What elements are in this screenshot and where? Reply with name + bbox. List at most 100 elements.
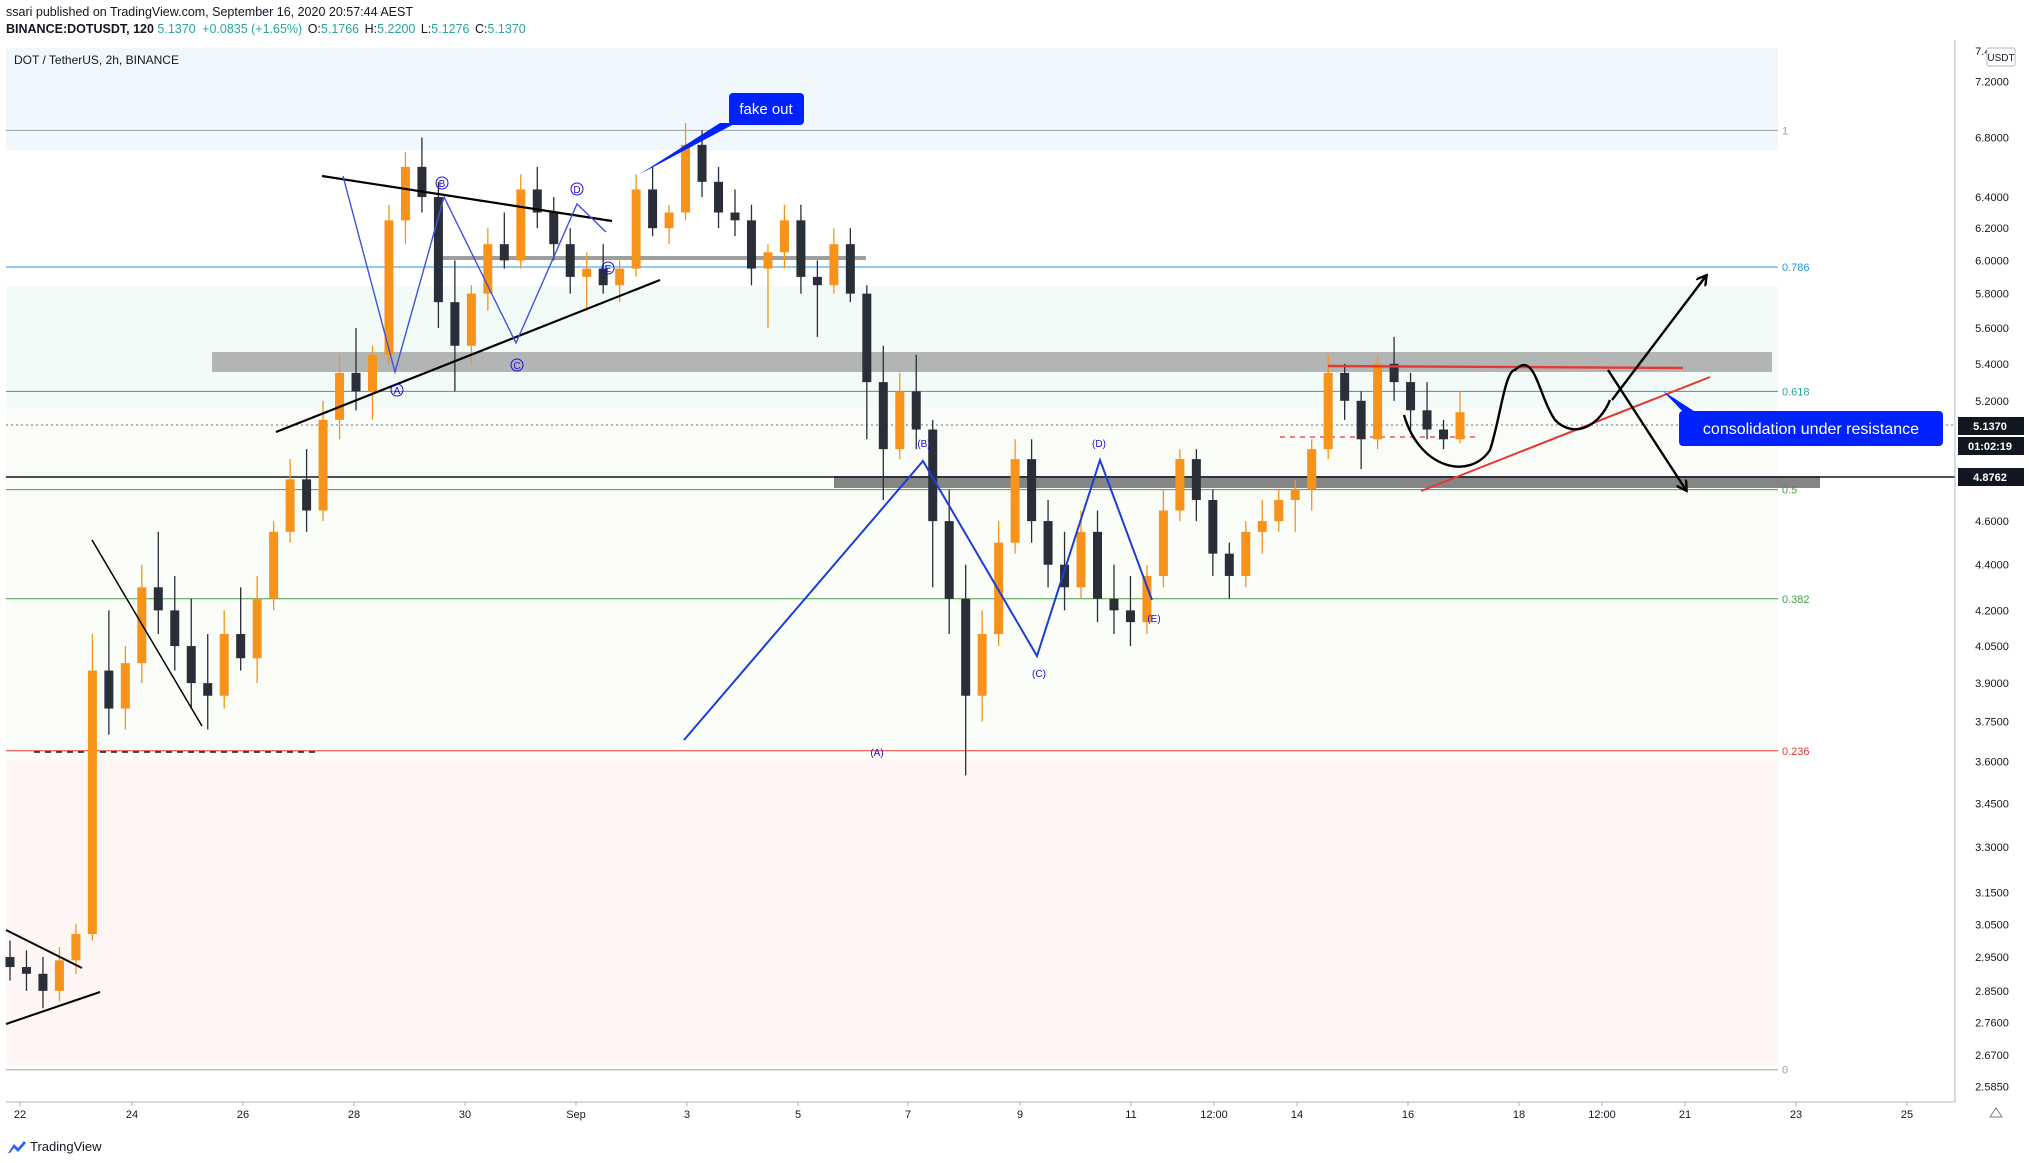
pane-title: DOT / TetherUS, 2h, BINANCE [14, 53, 179, 67]
consolidation-pointer [1663, 391, 1700, 415]
candle-body [203, 683, 213, 696]
time-tick: 12:00 [1200, 1109, 1228, 1121]
wave-abcde-lower[interactable] [683, 456, 1153, 741]
trendlines[interactable] [5, 174, 661, 1025]
tradingview-brand: TradingView [30, 1139, 102, 1154]
price-tick: 6.2000 [1975, 223, 2009, 235]
candle-body [1010, 459, 1020, 543]
last-price-tag-label: 5.1370 [1973, 421, 2007, 433]
wave-labels: A B C D E (A) (B) (C) (D) (E) [390, 176, 1161, 759]
pennant-upper-line[interactable] [5, 929, 83, 969]
candle-body [895, 391, 905, 450]
price-tick: 4.4000 [1975, 560, 2009, 572]
projection-down-arrow[interactable] [1606, 369, 1686, 490]
candle-body [730, 212, 740, 221]
open-value: 5.1766 [320, 22, 360, 36]
candle-body [1373, 363, 1383, 440]
wave-pa-label: (A) [870, 748, 883, 759]
price-tick: 2.6700 [1975, 1050, 2009, 1062]
countdown-tag-label: 01:02:19 [1968, 441, 2012, 453]
candle-body [1455, 412, 1465, 440]
candle-body [1439, 429, 1449, 440]
candle-body [1158, 510, 1168, 576]
candle-body [565, 244, 575, 277]
time-tick: 11 [1125, 1109, 1136, 1121]
time-tick: 3 [684, 1109, 690, 1121]
price-tick: 6.0000 [1975, 255, 2009, 267]
last-price-tag [1958, 417, 2024, 435]
pennant-lower-line[interactable] [5, 991, 101, 1025]
time-tick: 30 [459, 1109, 471, 1121]
candle-body [944, 521, 954, 599]
candle-body [1043, 521, 1053, 565]
fib-label: 0 [1782, 1065, 1788, 1077]
candle-body [796, 220, 806, 277]
price-tick: 2.8500 [1975, 986, 2009, 998]
price-tick: 3.9000 [1975, 678, 2009, 690]
currency-badge[interactable] [1986, 47, 2016, 67]
candle-body [1191, 459, 1201, 501]
fib-zone-5 [6, 759, 1778, 1065]
candle-body [351, 372, 361, 392]
falling-trendline[interactable] [91, 539, 203, 727]
candle-body [1241, 531, 1251, 576]
price-axis[interactable]: 7.40007.20006.80006.40006.20006.00005.80… [1975, 46, 2009, 1094]
red-resistance-line[interactable] [1327, 364, 1684, 370]
tradingview-logo-icon [8, 1140, 26, 1153]
support-zone[interactable] [834, 476, 1820, 488]
candle-body [779, 220, 789, 253]
time-tick: 28 [348, 1109, 360, 1121]
fake-out-callout[interactable] [729, 93, 804, 125]
price-tick: 6.8000 [1975, 133, 2009, 145]
price-tick: 5.8000 [1975, 289, 2009, 301]
candle-body [763, 252, 773, 269]
candle-body [466, 293, 476, 346]
close-label: C: [475, 22, 488, 36]
wave-b-label: B [439, 179, 446, 190]
price-tick: 2.5850 [1975, 1082, 2009, 1094]
candle-body [1175, 459, 1185, 511]
triangle-upper-line[interactable] [321, 174, 613, 223]
tradingview-logo[interactable]: TradingView [8, 1139, 102, 1154]
projection-up-arrow[interactable] [1611, 276, 1706, 401]
high-value: 5.2200 [377, 22, 416, 36]
fib-label: 0.618 [1782, 386, 1810, 398]
candle-body [1356, 400, 1366, 440]
settings-icon[interactable] [1989, 1107, 2003, 1118]
candle-body [1422, 410, 1432, 430]
resistance-zone[interactable] [212, 352, 1772, 372]
red-rising-line[interactable] [1420, 376, 1711, 492]
candle-body [549, 212, 559, 245]
candle-body [829, 244, 839, 286]
candle-body [681, 144, 691, 213]
fib-label: 0.786 [1782, 262, 1810, 274]
candle-body [1208, 500, 1218, 554]
wave-abcde-upper[interactable] [342, 175, 607, 375]
consolidation-text: consolidation under resistance [1703, 421, 1919, 438]
fib-label: 0.382 [1782, 594, 1810, 606]
candle-body [1093, 531, 1102, 599]
candle-body [1125, 610, 1135, 623]
candle-body [433, 197, 443, 303]
wave-d-circle [570, 182, 584, 196]
price-tick: 5.6000 [1975, 323, 2009, 335]
candle-body [1027, 459, 1037, 522]
time-tick: 18 [1513, 1109, 1525, 1121]
fib-zone-1 [6, 150, 1778, 286]
candle-body [186, 646, 196, 684]
candle-body [1274, 500, 1284, 522]
candle-body [5, 957, 15, 968]
candle-body [269, 531, 279, 599]
candle-body [21, 967, 31, 974]
candle-body [384, 220, 394, 355]
triangle-lower-line[interactable] [275, 278, 661, 434]
candle-body [499, 244, 509, 261]
time-axis[interactable]: 22 24 26 28 30 Sep 3 5 7 9 11 12:00 14 16 18 12:00 21 23 2… [14, 1102, 1913, 1121]
time-tick: 5 [795, 1109, 801, 1121]
fib-zone-2 [6, 286, 1778, 408]
projected-path[interactable] [1402, 363, 1612, 468]
currency-badge-label: USDT [1987, 53, 2014, 64]
consolidation-callout[interactable] [1679, 411, 1943, 446]
